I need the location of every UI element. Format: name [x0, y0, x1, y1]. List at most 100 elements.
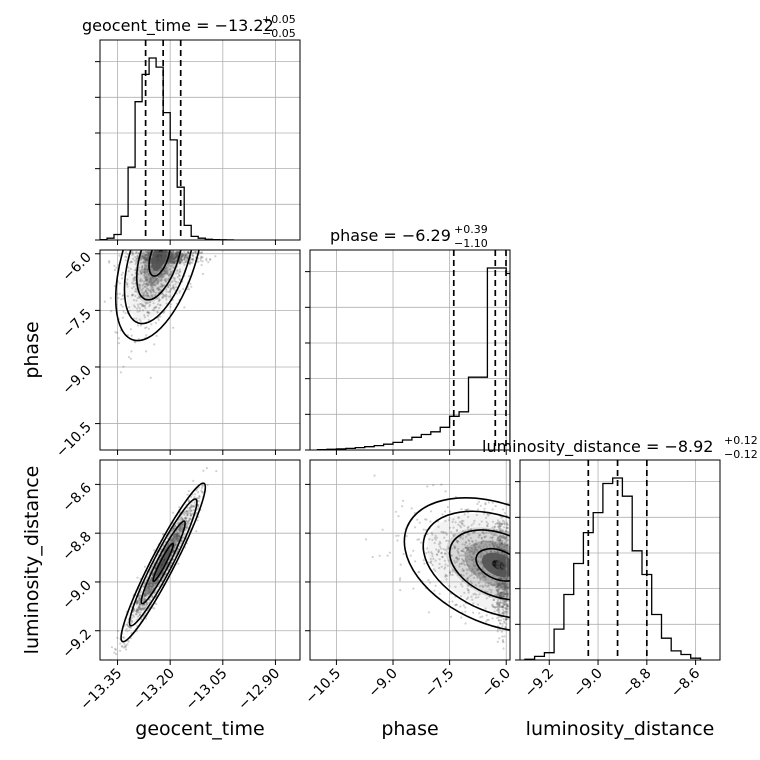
scatter-point	[502, 605, 505, 608]
scatter-point	[181, 526, 184, 529]
scatter-point	[136, 601, 139, 604]
scatter-point	[497, 562, 500, 565]
scatter-point	[175, 259, 178, 262]
scatter-point	[120, 298, 123, 301]
scatter-point	[480, 555, 483, 558]
scatter-point	[502, 571, 505, 575]
scatter-point	[464, 606, 467, 609]
scatter-point	[172, 254, 175, 257]
scatter-point	[505, 571, 509, 574]
scatter-point	[160, 259, 163, 263]
scatter-point	[141, 607, 144, 610]
scatter-point	[468, 539, 471, 543]
scatter-point	[164, 270, 167, 273]
scatter-point	[160, 252, 163, 255]
scatter-point	[142, 291, 146, 294]
scatter-point	[378, 554, 381, 557]
scatter-point	[505, 547, 508, 550]
title-geocent-time-label: geocent_time	[82, 16, 191, 36]
scatter-point	[506, 556, 509, 560]
scatter-point	[437, 549, 440, 552]
scatter-point	[500, 594, 503, 597]
scatter-point	[176, 532, 180, 535]
scatter-point	[501, 592, 504, 595]
scatter-point	[139, 603, 142, 606]
scatter-point	[503, 548, 506, 551]
scatter-point	[496, 573, 499, 576]
scatter-point	[156, 258, 159, 261]
scatter-point	[448, 571, 452, 574]
scatter-point	[471, 558, 474, 561]
scatter-point	[126, 630, 129, 633]
scatter-point	[158, 256, 161, 259]
scatter-point	[146, 270, 149, 273]
scatter-point	[175, 253, 178, 256]
scatter-point	[194, 493, 197, 496]
scatter-point	[504, 603, 508, 606]
scatter-point	[156, 252, 159, 255]
scatter-point	[143, 608, 146, 611]
scatter-point	[175, 254, 178, 257]
scatter-point	[148, 251, 151, 255]
scatter-point	[143, 276, 146, 279]
scatter-point	[189, 514, 193, 517]
scatter-point	[143, 606, 146, 609]
scatter-point	[477, 500, 480, 503]
scatter-point	[179, 528, 182, 531]
scatter-point	[154, 291, 157, 294]
scatter-point	[502, 546, 506, 549]
scatter-point	[149, 282, 152, 286]
scatter-point	[152, 582, 155, 585]
scatter-point	[504, 626, 507, 629]
scatter-point	[189, 514, 192, 517]
scatter-point	[498, 570, 501, 573]
scatter-point	[506, 578, 509, 581]
scatter-point	[167, 295, 170, 298]
scatter-point	[163, 254, 166, 257]
scatter-point	[482, 532, 485, 535]
scatter-point	[195, 252, 198, 255]
scatter-point	[506, 586, 509, 589]
scatter-point	[155, 265, 158, 268]
scatter-point	[152, 260, 155, 263]
scatter-point	[485, 560, 488, 563]
scatter-point	[178, 260, 181, 263]
scatter-point	[150, 582, 154, 585]
scatter-point	[151, 294, 154, 297]
scatter-point	[171, 260, 175, 263]
scatter-point	[152, 254, 155, 257]
scatter-point	[505, 590, 508, 594]
scatter-point	[151, 262, 154, 265]
scatter-point	[152, 290, 155, 294]
scatter-point	[465, 572, 468, 575]
scatter-point	[116, 331, 119, 334]
scatter-point	[437, 525, 440, 529]
scatter-point	[166, 552, 169, 555]
scatter-point	[152, 270, 155, 273]
scatter-point	[464, 610, 467, 613]
scatter-point	[504, 585, 507, 588]
scatter-point	[495, 544, 498, 547]
scatter-point	[455, 529, 458, 533]
scatter-point	[177, 251, 180, 254]
scatter-point	[157, 318, 160, 321]
scatter-point	[152, 254, 155, 257]
scatter-point	[476, 550, 479, 553]
scatter-point	[504, 553, 507, 556]
scatter-point	[147, 252, 151, 255]
scatter-point	[182, 512, 185, 515]
scatter-point	[453, 561, 457, 564]
scatter-point	[179, 257, 183, 260]
histogram-geocent_time	[100, 57, 234, 240]
scatter-point	[143, 255, 146, 258]
scatter-point	[436, 553, 439, 556]
scatter-point	[425, 552, 428, 555]
scatter-point	[177, 535, 181, 538]
scatter-point	[154, 261, 157, 264]
scatter-point	[504, 555, 507, 559]
scatter-point	[128, 629, 131, 632]
scatter-point	[497, 606, 500, 610]
scatter-point	[435, 553, 438, 556]
scatter-point	[461, 530, 465, 533]
scatter-point	[190, 505, 193, 508]
